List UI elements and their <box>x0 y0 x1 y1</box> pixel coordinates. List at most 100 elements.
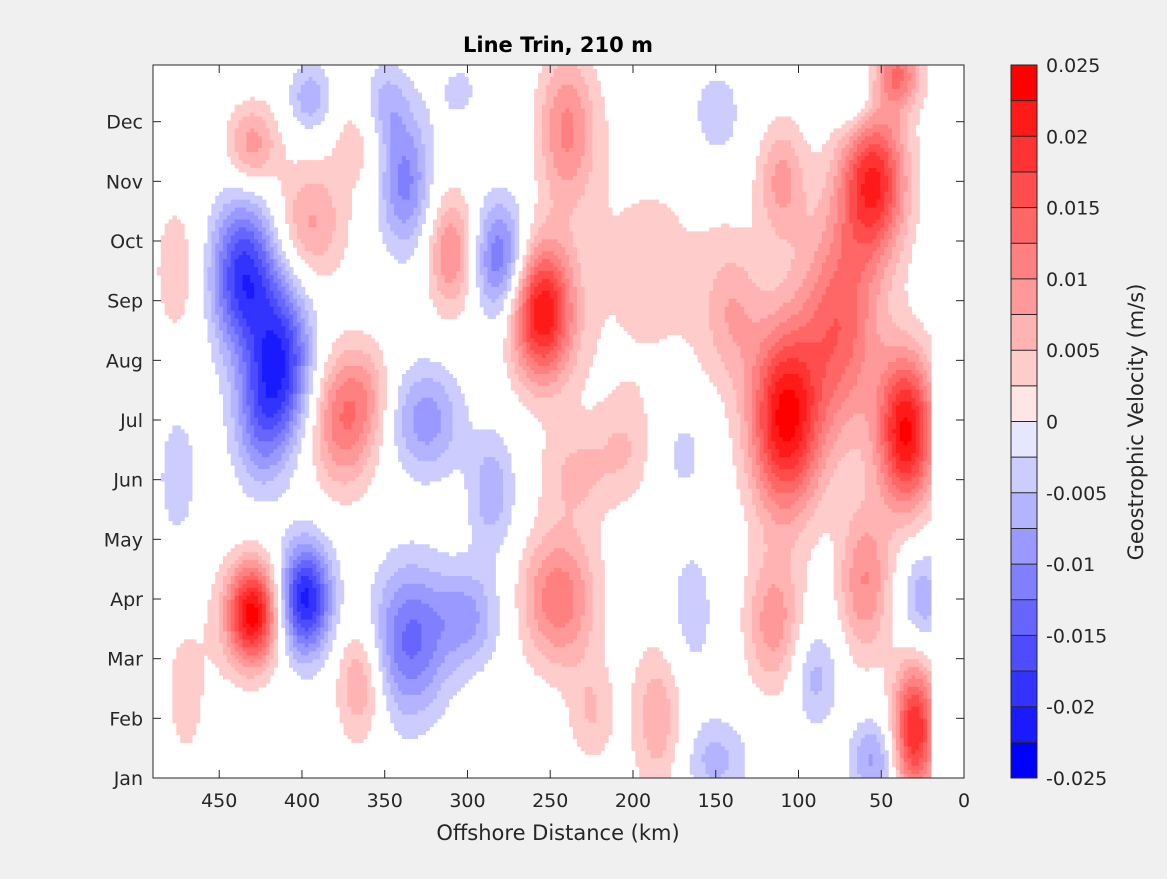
contour-cell <box>265 231 275 236</box>
contour-cell <box>534 120 543 126</box>
contour-cell <box>390 167 399 173</box>
contour-cell <box>440 572 496 577</box>
contour-cell <box>156 267 189 272</box>
contour-cell <box>300 294 310 300</box>
contour-cell <box>331 235 349 240</box>
contour-cell <box>779 476 796 482</box>
contour-cell <box>448 76 469 82</box>
contour-cell <box>806 199 819 205</box>
contour-cell <box>483 591 496 597</box>
contour-cell <box>230 116 244 122</box>
contour-cell <box>285 290 294 296</box>
contour-cell <box>382 124 391 129</box>
contour-cell <box>534 263 539 268</box>
contour-cell <box>405 599 422 605</box>
contour-cell <box>888 306 913 312</box>
contour-cell <box>475 243 481 248</box>
contour-cell <box>281 540 290 545</box>
contour-cell <box>226 120 240 126</box>
contour-cell <box>448 445 508 450</box>
contour-cell <box>526 302 531 308</box>
contour-cell <box>561 128 574 133</box>
contour-cell <box>265 599 271 605</box>
contour-cell <box>845 607 854 613</box>
contour-cell <box>821 449 831 454</box>
contour-cell <box>261 354 286 359</box>
contour-cell <box>751 433 757 438</box>
contour-cell <box>790 568 808 573</box>
contour-cell <box>328 575 337 581</box>
contour-cell <box>884 500 920 506</box>
contour-cell <box>503 354 512 359</box>
contour-cell <box>720 223 730 228</box>
contour-cell <box>483 263 492 268</box>
contour-cell <box>927 429 932 434</box>
contour-cell <box>514 306 520 312</box>
contour-cell <box>864 342 885 347</box>
contour-cell <box>763 393 769 399</box>
contour-cell <box>273 587 279 593</box>
contour-cell <box>911 187 920 193</box>
contour-cell <box>273 294 282 300</box>
contour-cell <box>927 465 932 470</box>
contour-cell <box>927 405 932 411</box>
contour-cell <box>514 318 520 324</box>
contour-cell <box>853 595 878 601</box>
contour-cell <box>320 96 329 102</box>
contour-cell <box>296 314 302 320</box>
contour-cell <box>584 595 594 601</box>
contour-cell <box>534 370 551 375</box>
contour-cell <box>786 274 808 280</box>
contour-cell <box>242 354 251 359</box>
contour-cell <box>744 516 761 522</box>
contour-cell <box>417 187 426 193</box>
contour-cell <box>821 397 831 403</box>
contour-cell <box>238 152 271 157</box>
contour-cell <box>289 227 298 232</box>
contour-cell <box>242 160 267 165</box>
contour-cell <box>331 346 380 351</box>
contour-cell <box>576 322 586 328</box>
contour-cell <box>308 389 314 395</box>
contour-cell <box>888 377 901 383</box>
contour-cell <box>304 247 329 252</box>
contour-cell <box>242 401 247 407</box>
contour-cell <box>857 544 878 549</box>
contour-cell <box>258 215 267 221</box>
contour-cell <box>864 480 878 486</box>
contour-cell <box>584 76 597 82</box>
contour-cell <box>285 267 294 272</box>
contour-cell <box>460 259 465 264</box>
contour-cell <box>168 219 181 225</box>
contour-cell <box>892 187 897 193</box>
contour-cell <box>907 579 916 585</box>
contour-cell <box>927 504 932 510</box>
contour-cell <box>386 583 403 589</box>
contour-cell <box>903 171 913 177</box>
contour-cell <box>374 575 391 581</box>
contour-cell <box>763 484 773 490</box>
contour-cell <box>452 437 504 442</box>
contour-cell <box>829 199 839 205</box>
contour-cell <box>300 599 310 605</box>
contour-cell <box>226 377 236 383</box>
contour-cell <box>526 310 531 316</box>
contour-cell <box>732 441 741 446</box>
contour-cell <box>226 148 236 153</box>
contour-cell <box>386 80 391 86</box>
contour-cell <box>324 370 333 375</box>
contour-cell <box>242 100 267 106</box>
contour-cell <box>522 255 527 260</box>
contour-cell <box>853 591 878 597</box>
contour-cell <box>845 370 862 375</box>
contour-cell <box>907 591 916 597</box>
contour-cell <box>331 405 345 411</box>
contour-cell <box>250 255 259 260</box>
contour-cell <box>518 568 527 573</box>
contour-cell <box>884 235 893 240</box>
contour-cell <box>876 603 885 609</box>
contour-cell <box>888 421 897 427</box>
contour-cell <box>390 227 415 232</box>
contour-cell <box>825 409 839 415</box>
contour-cell <box>767 397 773 403</box>
